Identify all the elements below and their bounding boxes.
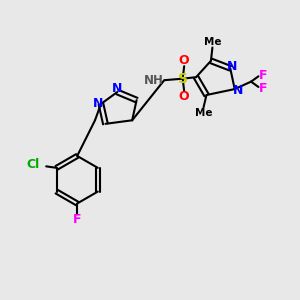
Text: Cl: Cl <box>26 158 40 171</box>
Text: S: S <box>178 72 188 86</box>
Text: N: N <box>226 60 237 73</box>
Text: O: O <box>179 54 190 67</box>
Text: F: F <box>259 69 267 82</box>
Text: Me: Me <box>195 108 212 118</box>
Text: N: N <box>112 82 122 95</box>
Text: F: F <box>73 213 81 226</box>
Text: F: F <box>259 82 267 95</box>
Text: N: N <box>232 84 243 97</box>
Text: O: O <box>179 90 190 103</box>
Text: N: N <box>93 98 103 110</box>
Text: NH: NH <box>143 74 164 87</box>
Text: Me: Me <box>204 37 221 46</box>
